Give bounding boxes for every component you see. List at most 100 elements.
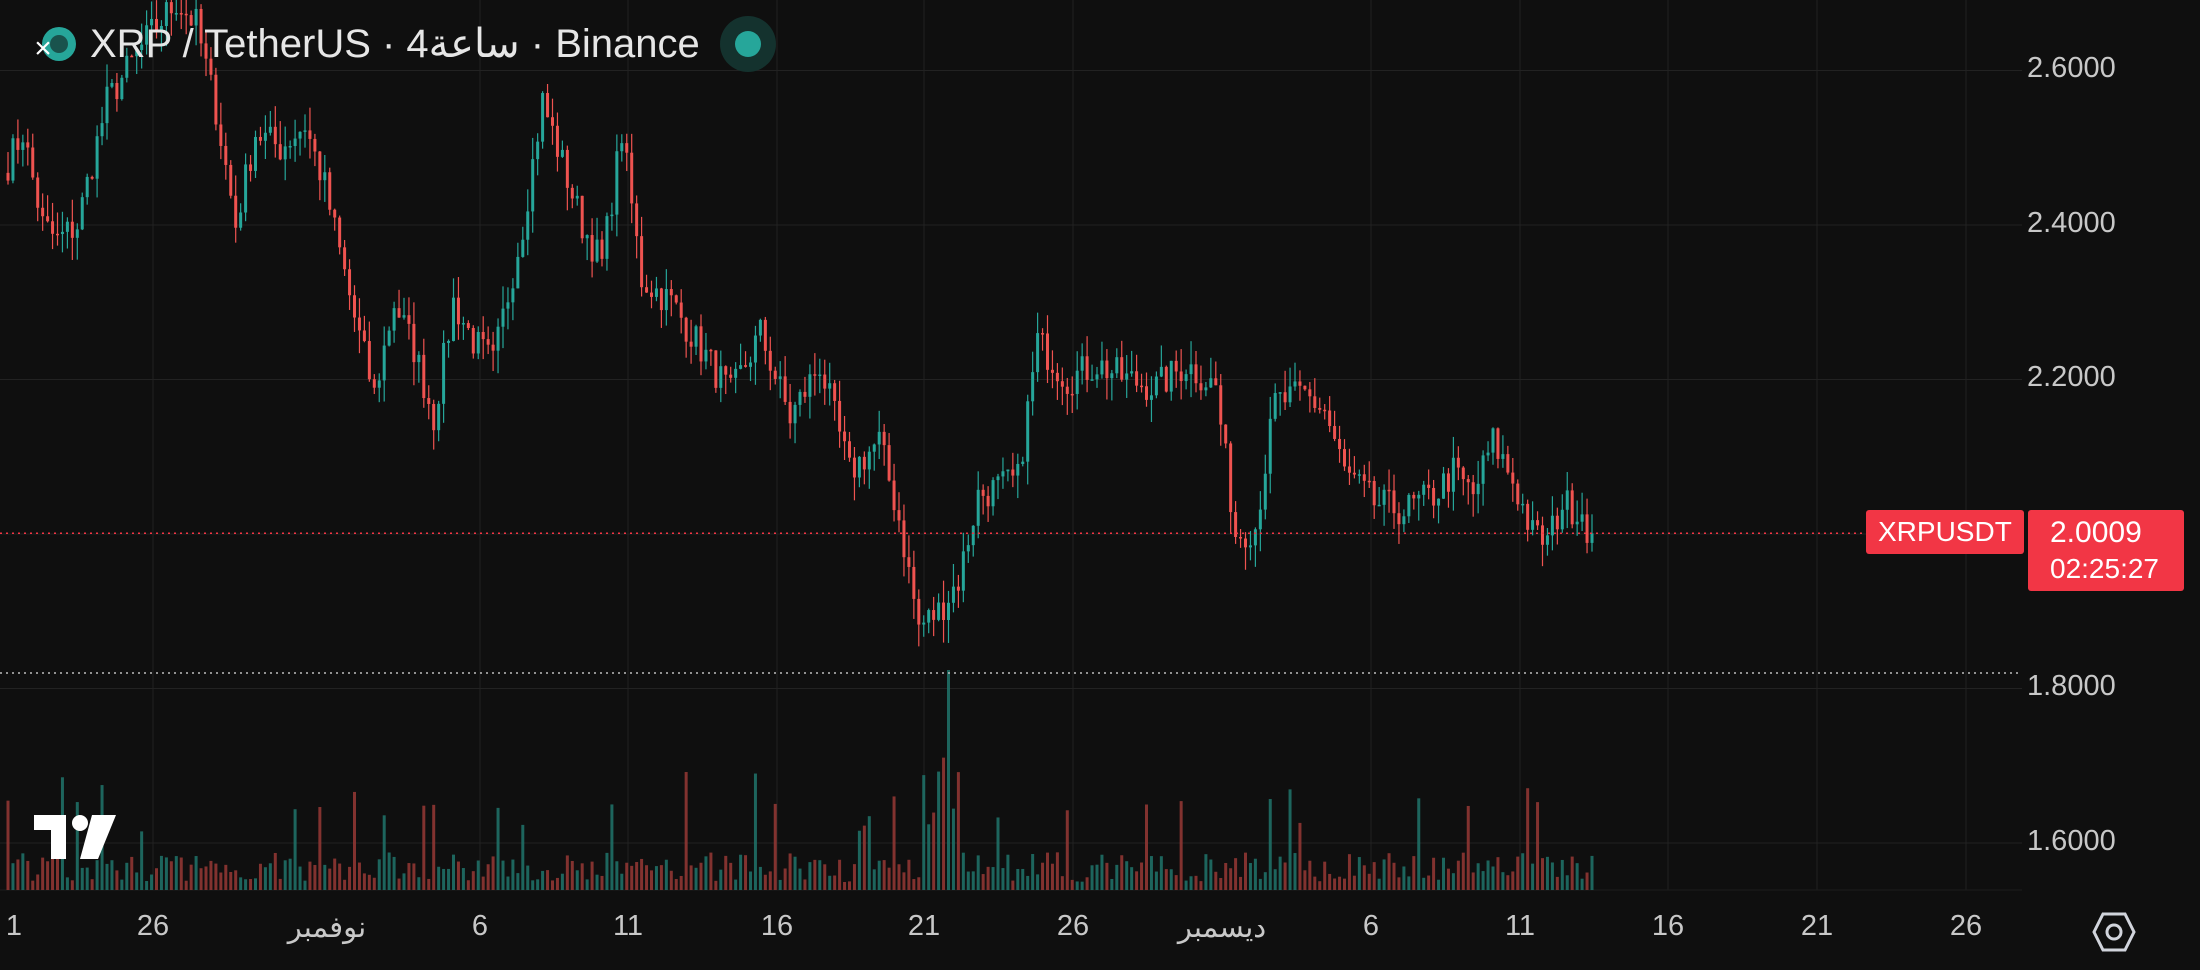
- volume-bar: [219, 872, 223, 890]
- volume-bar: [491, 856, 495, 890]
- volume-bar: [1422, 877, 1426, 890]
- volume-bar: [679, 875, 683, 890]
- volume-bar: [1491, 866, 1495, 890]
- candle-body: [21, 142, 25, 150]
- volume-bar: [956, 772, 960, 890]
- volume-bar: [496, 807, 500, 890]
- candle-body: [1174, 360, 1178, 372]
- volume-bar: [739, 854, 743, 890]
- volume-bar: [902, 872, 906, 890]
- volume-bar: [1481, 871, 1485, 890]
- candle-body: [1570, 490, 1574, 525]
- volume-bar: [620, 873, 624, 890]
- volume-bar: [749, 871, 752, 890]
- candle-body: [1521, 503, 1525, 506]
- chart-header: XRP / TetherUS · 4ساعة · Binance: [30, 16, 776, 72]
- volume-bar: [1140, 862, 1144, 890]
- candle-body: [838, 400, 842, 432]
- candle-body: [679, 302, 683, 318]
- candle-body: [392, 308, 396, 331]
- volume-bar: [1070, 879, 1074, 890]
- settings-icon[interactable]: [2092, 910, 2136, 954]
- volume-bar: [159, 855, 163, 890]
- volume-bar: [239, 877, 243, 890]
- volume-bar: [1362, 865, 1366, 890]
- candle-body: [278, 144, 282, 160]
- candle-body: [174, 13, 178, 15]
- volume-bar: [506, 876, 510, 890]
- candle-body: [942, 602, 946, 621]
- volume-bar: [1194, 875, 1198, 890]
- volume-bar: [21, 853, 25, 890]
- volume-bar: [694, 867, 698, 890]
- candle-body: [714, 350, 718, 388]
- candle-body: [1026, 401, 1030, 462]
- candle-body: [709, 349, 713, 352]
- volume-bar: [1545, 856, 1549, 890]
- volume-bar: [937, 771, 941, 890]
- volume-bar: [838, 859, 842, 890]
- candle-body: [382, 345, 386, 381]
- candle-body: [1362, 474, 1366, 481]
- candle-body: [1006, 469, 1010, 472]
- candle-body: [229, 164, 233, 196]
- candle-body: [758, 319, 762, 336]
- volume-bar: [308, 861, 312, 890]
- candle-body: [560, 149, 564, 157]
- candle-body: [788, 401, 792, 424]
- volume-bar: [1011, 880, 1015, 890]
- candle-body: [699, 326, 703, 362]
- volume-bar: [1050, 863, 1054, 890]
- candle-body: [956, 586, 960, 591]
- tradingview-logo[interactable]: [34, 815, 116, 859]
- volume-bar: [1402, 866, 1406, 890]
- candle-body: [130, 55, 134, 58]
- volume-bar: [981, 874, 985, 890]
- volume-bar: [1471, 872, 1475, 890]
- candle-body: [1303, 385, 1307, 390]
- candle-body: [41, 207, 45, 217]
- volume-bar: [536, 879, 540, 890]
- candle-body: [1402, 516, 1406, 525]
- volume-bar: [466, 880, 470, 890]
- candle-body: [125, 55, 129, 78]
- candle-body: [704, 349, 708, 362]
- candle-body: [1031, 372, 1035, 402]
- volume-bar: [862, 825, 866, 890]
- volume-bar: [1432, 857, 1436, 890]
- symbol-title[interactable]: XRP / TetherUS · 4ساعة · Binance: [90, 22, 700, 66]
- volume-bar: [555, 877, 559, 890]
- volume-bar: [283, 860, 287, 890]
- close-icon[interactable]: ×: [34, 32, 52, 65]
- candle-body: [1372, 480, 1376, 506]
- candle-body: [145, 25, 149, 45]
- volume-bar: [600, 875, 604, 890]
- candle-body: [31, 147, 35, 178]
- volume-bar: [412, 863, 416, 890]
- volume-bar: [551, 880, 554, 890]
- candle-body: [536, 141, 540, 160]
- candle-body: [486, 339, 490, 345]
- market-status-indicator[interactable]: [719, 16, 776, 72]
- volume-bar: [427, 878, 431, 890]
- volume-bar: [1164, 869, 1168, 890]
- time-tick-label: 26: [1949, 910, 1983, 942]
- volume-bar: [298, 866, 302, 890]
- candle-body: [511, 288, 515, 303]
- candle-body: [75, 229, 79, 238]
- candle-body: [674, 295, 678, 303]
- volume-bar: [31, 880, 35, 890]
- volume-bar: [595, 874, 599, 890]
- candle-body: [694, 326, 698, 347]
- volume-bar: [1239, 876, 1243, 890]
- candle-body: [11, 138, 15, 181]
- volume-bar: [1001, 868, 1005, 890]
- volume-bar: [1065, 810, 1069, 890]
- volume-bar: [704, 856, 708, 890]
- candle-body: [1446, 473, 1450, 492]
- candle-body: [184, 13, 188, 16]
- candle-body: [739, 365, 743, 369]
- candle-body: [16, 138, 20, 150]
